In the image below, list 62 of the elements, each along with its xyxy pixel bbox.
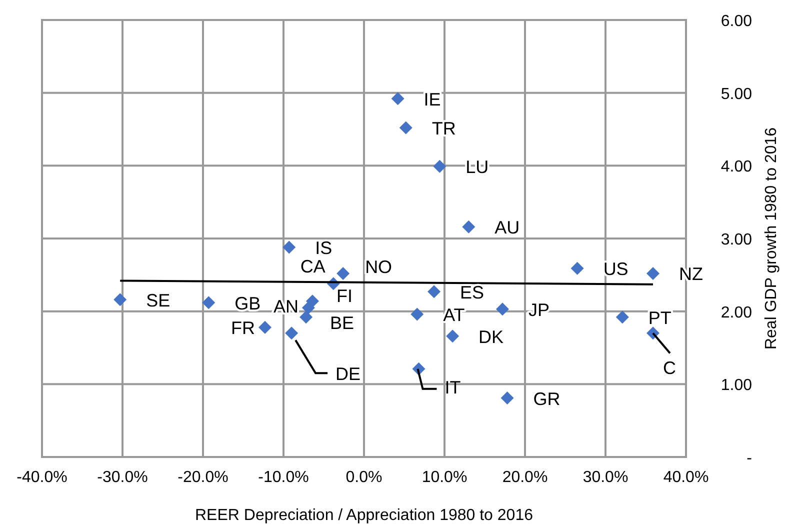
annotation: BE	[330, 312, 354, 333]
point	[114, 293, 127, 306]
annotation: C	[662, 358, 676, 378]
point	[258, 320, 272, 334]
y-tick-label: 6.00	[720, 13, 752, 30]
point	[646, 266, 660, 280]
x-tick-label: -30.0%	[97, 469, 148, 486]
y-tick-label: 2.00	[720, 304, 752, 322]
annotation: GR	[533, 388, 560, 409]
annotation: IS	[315, 238, 332, 258]
x-tick-label: -10.0%	[258, 469, 309, 486]
point	[336, 266, 350, 280]
x-tick-label: 0.0%	[346, 469, 382, 486]
y-tick-label: 1.00	[720, 377, 752, 394]
x-tick-label: 40.0%	[663, 469, 709, 486]
annotation: NO	[365, 257, 392, 278]
y-axis-title: Real GDP growth 1980 to 2016	[763, 127, 780, 350]
x-tick-label: 10.0%	[422, 469, 468, 486]
annotation: PT	[648, 308, 672, 328]
annotation: GB	[234, 293, 261, 314]
annotation: NZ	[678, 264, 703, 284]
y-tick-label: 5.00	[720, 86, 752, 103]
annotation: IT	[444, 378, 461, 398]
x-axis-title: REER Depreciation / Appreciation 1980 to 2016	[195, 507, 534, 524]
annotation: TR	[432, 118, 456, 139]
annotation: AT	[443, 304, 465, 325]
point	[500, 392, 514, 405]
x-tick-label: -20.0%	[178, 469, 228, 486]
x-tick-label: -40.0%	[16, 469, 68, 486]
annotation: US	[603, 259, 628, 280]
x-tick-label: 30.0%	[582, 469, 628, 486]
x-tick-label: 20.0%	[502, 469, 548, 486]
annotation: IE	[424, 89, 441, 110]
point	[285, 326, 298, 340]
point	[462, 220, 476, 234]
point	[410, 308, 424, 321]
point	[202, 296, 216, 310]
y-tick-label: 3.00	[720, 232, 752, 248]
annotation: CA	[300, 256, 326, 276]
point	[433, 160, 446, 173]
annotation: LU	[466, 157, 489, 178]
annotation: DK	[478, 326, 504, 347]
annotation: JP	[528, 300, 550, 320]
point	[570, 262, 584, 275]
point	[446, 330, 460, 343]
point	[300, 310, 313, 324]
annotation: AU	[494, 218, 520, 238]
point	[616, 310, 629, 324]
y-tick-label: 4.00	[720, 158, 752, 176]
annotation: ES	[460, 282, 484, 302]
point	[428, 285, 441, 298]
y-tick-label: -	[746, 450, 752, 467]
annotation: FR	[230, 318, 255, 338]
point	[391, 92, 404, 106]
point	[302, 301, 315, 314]
point	[399, 121, 412, 134]
point	[496, 302, 509, 316]
annotation: SE	[146, 290, 170, 310]
point	[282, 240, 296, 254]
annotation: FI	[336, 286, 352, 306]
annotation: DE	[336, 364, 361, 384]
annotation: AN	[273, 296, 298, 316]
